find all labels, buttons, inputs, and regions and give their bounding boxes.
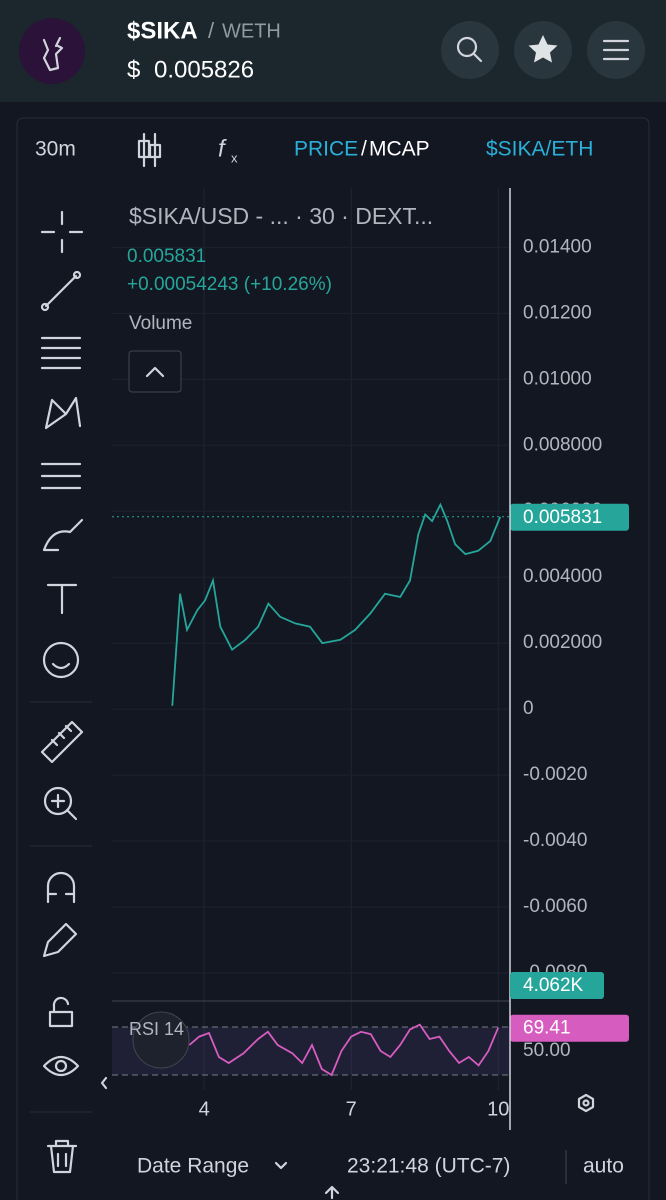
indicators-icon: x [231, 150, 238, 165]
price-toggle[interactable]: PRICE [294, 138, 358, 161]
last-value-label: 0.005831 [523, 507, 602, 528]
clock: 23:21:48 (UTC-7) [347, 1155, 510, 1178]
legend-title: $SIKA/USD - ... · 30 · DEXT... [129, 203, 433, 229]
y-tick-label: 0.01200 [523, 302, 592, 323]
token-logo[interactable] [19, 18, 85, 84]
x-tick-label: 10 [487, 1098, 509, 1120]
x-tick-label: 7 [346, 1098, 357, 1120]
trendline-tool[interactable] [44, 274, 78, 308]
tool-column [30, 210, 108, 1174]
legend-last: 0.005831 [127, 246, 206, 267]
last-value-badge [510, 1014, 629, 1042]
volume-label: Volume [129, 313, 192, 334]
y-tick-label: 0.002000 [523, 632, 602, 653]
prediction-tool[interactable] [40, 462, 82, 490]
emoji-tool[interactable] [42, 641, 80, 679]
y-tick-label: -0.0060 [523, 896, 587, 917]
y-tick-label: 0.004000 [523, 566, 602, 587]
volume-badge [510, 972, 604, 999]
price-line [171, 502, 502, 706]
collapse-legend[interactable] [128, 350, 182, 393]
magnet-tool[interactable] [46, 871, 76, 904]
y-tick-label: -0.0040 [523, 830, 587, 851]
ruler-tool[interactable] [40, 720, 84, 764]
x-tick-label: 4 [199, 1098, 210, 1120]
settings-icon [582, 1099, 590, 1107]
y-tick-label: 50.00 [523, 1040, 571, 1061]
currency: $ [127, 56, 140, 83]
toggle-separator: / [361, 138, 367, 161]
separator: / [208, 18, 215, 43]
lock-drawing-tool[interactable] [42, 922, 78, 958]
date-range-caret [274, 1161, 288, 1170]
price: 0.005826 [154, 56, 254, 83]
date-range[interactable]: Date Range [137, 1155, 249, 1178]
fib-tool[interactable] [40, 336, 82, 370]
volume-last: 4.062K [523, 975, 584, 996]
collapse-arrow[interactable] [100, 1076, 108, 1090]
expand-arrow[interactable] [324, 1185, 340, 1200]
interval[interactable]: 30m [35, 138, 76, 161]
text-tool[interactable] [46, 583, 78, 615]
y-tick-label: 0.01000 [523, 368, 592, 389]
delete-tool[interactable] [46, 1139, 78, 1174]
rsi-line [188, 1023, 500, 1077]
trendline-tool [72, 270, 82, 280]
zoom-tool[interactable] [43, 786, 73, 816]
menu-icon [602, 39, 630, 61]
legend-change: +0.00054243 (+10.26%) [127, 274, 332, 295]
search-icon [472, 52, 483, 63]
collapse-legend-icon [145, 366, 165, 378]
candles-icon [148, 143, 162, 159]
brush-tool[interactable] [42, 518, 84, 552]
unlock-tool[interactable] [48, 996, 74, 1028]
emoji-tool [51, 662, 71, 670]
last-value-badge [510, 503, 629, 531]
search-button[interactable] [441, 21, 499, 79]
visibility-tool[interactable] [42, 1055, 80, 1077]
crosshair-tool[interactable] [40, 210, 84, 254]
candles-icon[interactable] [137, 132, 162, 168]
y-tick-label: 0.008000 [523, 434, 602, 455]
y-tick-label: 0 [523, 698, 534, 719]
y-tick-label: -0.0020 [523, 764, 587, 785]
logo-deer [42, 36, 64, 72]
rsi-label: RSI 14 [129, 1019, 184, 1039]
last-value-label: 69.41 [523, 1018, 571, 1039]
pair-toggle[interactable]: $SIKA/ETH [486, 138, 593, 161]
y-tick-label: 0.01400 [523, 236, 592, 257]
candles-icon [142, 132, 157, 168]
star-icon [528, 35, 558, 63]
settings-icon[interactable] [577, 1093, 595, 1113]
auto-scale[interactable]: auto [583, 1155, 624, 1178]
visibility-tool [54, 1059, 68, 1073]
symbol: $SIKA [127, 17, 198, 44]
watermark [132, 1011, 190, 1069]
mcap-toggle[interactable]: MCAP [369, 138, 430, 161]
search-icon [456, 36, 478, 58]
trendline-tool [40, 302, 50, 312]
pair: WETH [222, 20, 281, 42]
zoom-tool [50, 793, 78, 821]
pattern-tool[interactable] [44, 396, 82, 430]
indicators-icon[interactable]: f [218, 135, 227, 162]
